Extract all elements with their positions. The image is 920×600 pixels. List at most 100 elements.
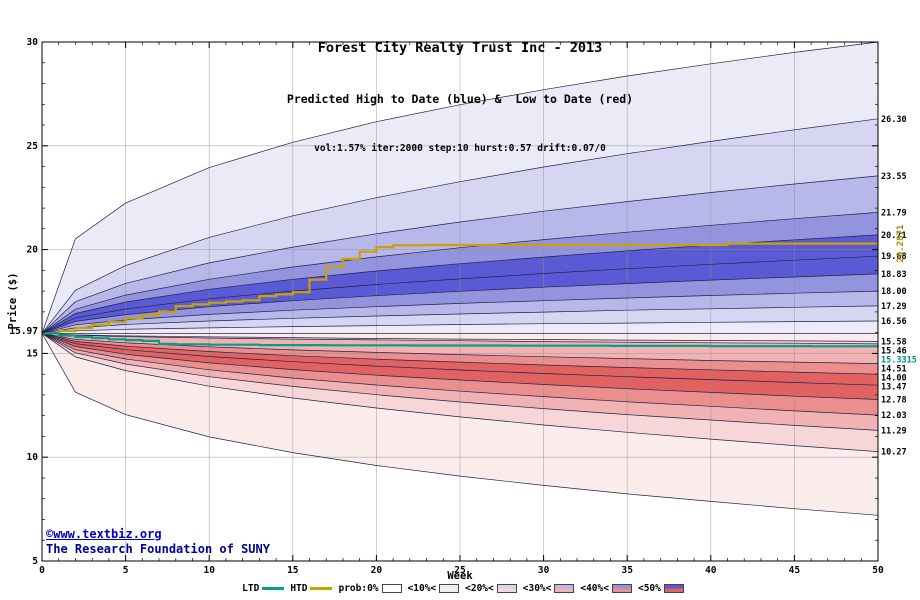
legend-swatch-20 <box>496 584 517 593</box>
axis-ticks <box>41 41 879 562</box>
right-price-label: 15.58 <box>881 337 907 347</box>
low-percentile-curve <box>41 332 879 345</box>
high-percentile-curve <box>41 273 879 334</box>
right-price-label: 26.30 <box>881 115 907 125</box>
high-band-40 <box>42 273 878 334</box>
high-percentile-curve <box>41 118 879 334</box>
x-tick-label: 5 <box>123 565 129 576</box>
x-tick-label: 30 <box>538 565 550 576</box>
right-price-label: 14.51 <box>881 364 907 374</box>
legend-swatch-0 <box>381 584 402 593</box>
right-price-label: 10.27 <box>881 448 907 458</box>
htd-line <box>42 242 878 335</box>
high-percentile-curve <box>41 320 879 334</box>
right-price-label: 23.55 <box>881 172 907 182</box>
y-tick-label: 10 <box>27 452 39 463</box>
x-tick-label: 10 <box>203 565 215 576</box>
legend-swatch-40 <box>611 584 632 593</box>
legend-swatch-30 <box>554 584 575 593</box>
legend-ltd-label: LTD <box>242 583 260 594</box>
legend-htd-label: HTD <box>290 583 308 594</box>
high-band-20 <box>42 118 878 334</box>
legend-swatch-10 <box>439 584 460 593</box>
legend-band-label: <50% <box>637 583 661 594</box>
right-price-label: 19.68 <box>881 252 907 262</box>
right-price-label: 12.03 <box>881 411 907 421</box>
legend-prob-label: prob:0% <box>338 583 379 594</box>
low-percentile-curve <box>41 332 879 431</box>
high-band-50 <box>42 234 878 334</box>
right-price-label: 16.56 <box>881 317 907 327</box>
low-band-20 <box>42 333 878 452</box>
x-tick-label: 50 <box>872 565 884 576</box>
legend-htd-swatch <box>310 587 333 590</box>
legend-ltd-swatch <box>262 587 285 590</box>
x-tick-label: 0 <box>39 565 45 576</box>
chart-title: Forest City Realty Trust Inc - 2013 <box>317 40 603 56</box>
htd-final-label: 20.2871 <box>896 225 906 263</box>
y-tick-label: 20 <box>27 245 39 256</box>
legend-swatch-50 <box>663 584 684 593</box>
low-band-40 <box>42 333 878 416</box>
y-tick-label: 30 <box>27 37 39 48</box>
low-percentile-curve <box>41 333 879 452</box>
low-percentile-curve <box>41 333 879 516</box>
copyright-link[interactable]: ©www.textbiz.org <box>46 527 162 541</box>
right-price-label: 12.78 <box>881 395 907 405</box>
right-price-label: 14.00 <box>881 373 907 383</box>
legend-band-label: <40%< <box>580 583 609 594</box>
chart-subtitle: Predicted High to Date (blue) & Low to D… <box>286 92 634 106</box>
low-band-30 <box>42 333 878 431</box>
right-price-label: 20.71 <box>881 231 907 241</box>
y-tick-label: 25 <box>27 141 39 152</box>
high-percentile-curve <box>41 41 879 334</box>
ltd-line <box>42 332 880 348</box>
right-price-label: 11.29 <box>881 426 907 436</box>
legend-band-label: <10%< <box>407 583 437 594</box>
right-price-label: 13.47 <box>881 382 907 392</box>
x-tick-label: 35 <box>621 565 633 576</box>
low-percentile-curve <box>41 332 879 400</box>
start-price-label: 15.97 <box>9 326 38 337</box>
legend: LTD HTD prob:0% <10%< <20%< <30%< <40%< <50% <box>0 583 920 594</box>
x-tick-label: 15 <box>287 565 299 576</box>
x-tick-label: 25 <box>454 565 466 576</box>
high-band-40 <box>42 212 878 334</box>
x-tick-label: 20 <box>371 565 383 576</box>
chart-titles: Forest City Realty Trust Inc - 2013 Pred… <box>0 3 920 192</box>
low-band-20 <box>42 333 878 344</box>
x-axis-title: Week <box>447 570 473 582</box>
low-band-50 <box>42 333 878 386</box>
high-percentile-curve <box>41 305 879 334</box>
foundation-label: The Research Foundation of SUNY <box>46 542 270 556</box>
y-tick-label: 5 <box>32 556 38 567</box>
high-percentile-curve <box>41 212 879 334</box>
right-price-labels: 26.30 23.55 21.79 20.71 19.68 18.83 18.00 17.29… <box>881 115 917 458</box>
x-tick-label: 45 <box>789 565 801 576</box>
low-percentile-curve <box>41 332 879 386</box>
percentile-curves <box>41 41 879 516</box>
high-band-50 <box>42 256 878 334</box>
right-price-label: 15.46 <box>881 346 907 356</box>
chart-params: vol:1.57% iter:2000 step:10 hurst:0.57 d… <box>314 143 606 154</box>
high-percentile-curve <box>41 175 879 334</box>
legend-band-label: <30%< <box>522 583 552 594</box>
right-price-label: 15.3315 <box>881 355 917 365</box>
low-percentile-curve <box>41 332 879 342</box>
grid <box>42 42 878 561</box>
low-percentile-curve <box>41 332 879 416</box>
right-price-label: 18.00 <box>881 287 907 297</box>
high-percentile-curve <box>41 255 879 334</box>
right-price-label: 21.79 <box>881 208 907 218</box>
y-axis-title: Price ($) <box>7 272 19 330</box>
right-price-label: 17.29 <box>881 302 907 312</box>
y-tick-label: 15 <box>27 348 39 359</box>
low-band-50 <box>42 333 878 400</box>
high-band-30 <box>42 175 878 334</box>
low-percentile-curve <box>41 332 879 364</box>
low-percentile-curve <box>41 332 879 375</box>
low-band-40 <box>42 333 878 375</box>
